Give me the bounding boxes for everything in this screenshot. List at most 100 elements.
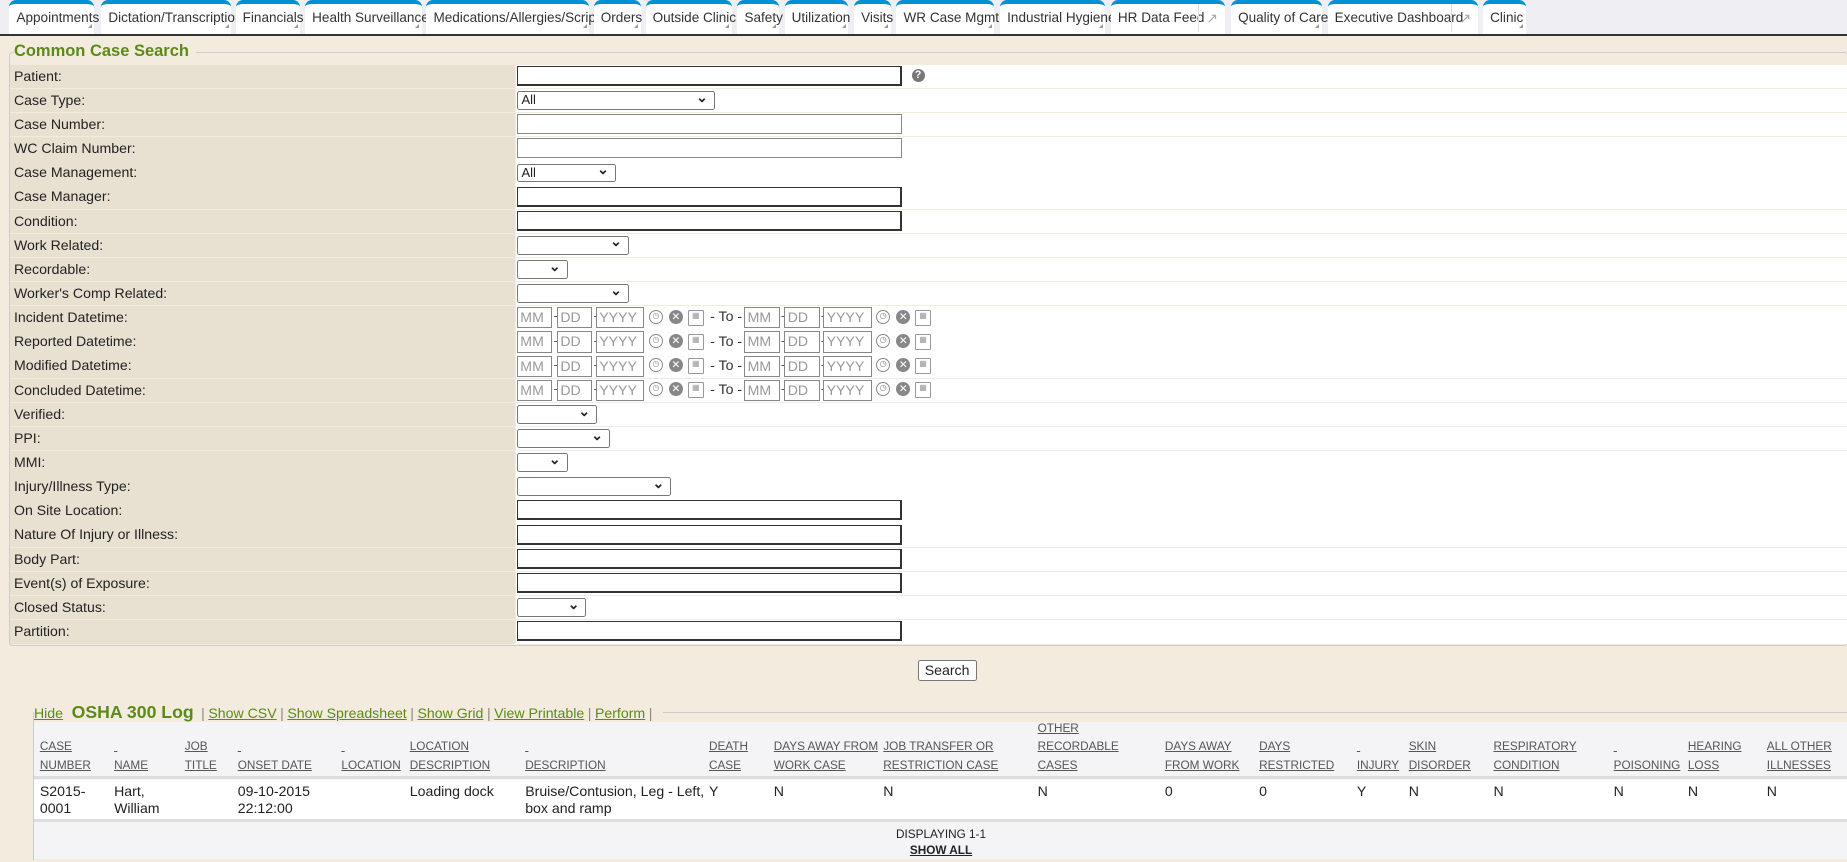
incident-datetime-to-yyyy-input[interactable]: YYYY (823, 307, 872, 329)
tab-clinic[interactable]: Clinic (1483, 0, 1526, 35)
reported-datetime-to-dd-input[interactable]: DD (784, 331, 820, 353)
verified-select[interactable]: ⌄ (516, 403, 598, 424)
clock-icon[interactable]: ◷ (876, 357, 891, 373)
tab-outside-clinic[interactable]: Outside Clinic (645, 0, 736, 35)
column-header[interactable]: OTHER RECORDABLE CASES (1038, 720, 1119, 777)
tab-quality-of-care[interactable]: Quality of Care (1231, 0, 1328, 35)
help-icon[interactable]: ? (911, 69, 925, 83)
column-header[interactable]: DAYS RESTRICTED (1259, 738, 1334, 776)
column-header[interactable]: JOB TITLE (185, 738, 217, 776)
incident-datetime-to-dd-input[interactable]: DD (784, 307, 820, 329)
clear-icon[interactable]: ✕ (896, 382, 911, 397)
column-header[interactable]: POISONING (1614, 738, 1681, 776)
case-management-select[interactable]: All ⌄ (516, 161, 616, 183)
worker-s-comp-related-select[interactable]: ⌄ (516, 282, 629, 304)
column-header[interactable]: DEATH CASE (709, 738, 748, 776)
calendar-icon[interactable]: ▦ (915, 382, 932, 399)
tab-hr-data-feed[interactable]: HR Data Feed ↗ (1110, 0, 1226, 35)
tab-safety[interactable]: Safety (737, 0, 783, 35)
clear-icon[interactable]: ✕ (668, 357, 684, 373)
injury-illness-type-select[interactable]: ⌄ (516, 475, 672, 497)
concluded-datetime-from-yyyy-input[interactable]: YYYY (595, 379, 645, 401)
calendar-icon[interactable]: ▦ (915, 333, 932, 350)
column-header[interactable]: DAYS AWAY FROM WORK CASE (774, 738, 878, 776)
modified-datetime-to-mm-input[interactable]: MM (744, 355, 780, 377)
closed-status-select[interactable]: ⌄ (516, 596, 587, 618)
tab-executive-dashboard[interactable]: Executive Dashboard ↗ (1327, 0, 1479, 35)
modified-datetime-from-dd-input[interactable]: DD (557, 355, 593, 377)
perform-link[interactable]: Perform (594, 704, 646, 721)
calendar-icon[interactable]: ▦ (687, 357, 704, 375)
tab-orders[interactable]: Orders (593, 0, 642, 35)
column-header[interactable]: LOCATION (341, 738, 400, 776)
show-csv-link[interactable]: Show CSV (208, 704, 277, 721)
calendar-icon[interactable]: ▦ (687, 382, 704, 399)
clock-icon[interactable]: ◷ (876, 309, 891, 324)
reported-datetime-from-dd-input[interactable]: DD (557, 331, 593, 353)
column-header[interactable]: LOCATION DESCRIPTION (410, 738, 490, 776)
tab-dictation-transcription[interactable]: Dictation/Transcription (101, 0, 242, 35)
clock-icon[interactable]: ◷ (648, 333, 664, 348)
show-all-link[interactable]: SHOW ALL (909, 844, 973, 858)
tab-financials[interactable]: Financials (235, 0, 304, 35)
clock-icon[interactable]: ◷ (648, 382, 664, 397)
reported-datetime-from-yyyy-input[interactable]: YYYY (595, 331, 645, 353)
clear-icon[interactable]: ✕ (668, 309, 684, 324)
show-spreadsheet-link[interactable]: Show Spreadsheet (287, 704, 407, 721)
clear-icon[interactable]: ✕ (896, 309, 911, 324)
tab-medications-allergies-scripts[interactable]: Medications/Allergies/Scripts (426, 0, 606, 35)
clock-icon[interactable]: ◷ (648, 309, 664, 324)
case-type-select[interactable]: All ⌄ (516, 89, 715, 110)
patient-input[interactable] (516, 65, 903, 86)
column-header[interactable]: ONSET DATE (238, 738, 312, 776)
work-related-select[interactable]: ⌄ (516, 233, 629, 255)
calendar-icon[interactable]: ▦ (915, 309, 932, 326)
concluded-datetime-to-mm-input[interactable]: MM (744, 379, 780, 401)
concluded-datetime-from-mm-input[interactable]: MM (516, 379, 553, 401)
clear-icon[interactable]: ✕ (668, 382, 684, 397)
tab-industrial-hygiene[interactable]: Industrial Hygiene (1000, 0, 1115, 35)
modified-datetime-to-yyyy-input[interactable]: YYYY (823, 355, 872, 377)
clear-icon[interactable]: ✕ (668, 333, 684, 348)
tab-utilization[interactable]: Utilization (784, 0, 850, 35)
incident-datetime-from-dd-input[interactable]: DD (557, 307, 593, 329)
clock-icon[interactable]: ◷ (876, 333, 891, 348)
tab-health-surveillance[interactable]: Health Surveillance (305, 0, 429, 35)
tab-visits[interactable]: Visits (854, 0, 893, 35)
show-grid-link[interactable]: Show Grid (417, 704, 484, 721)
clock-icon[interactable]: ◷ (876, 382, 891, 397)
modified-datetime-to-dd-input[interactable]: DD (784, 355, 820, 377)
clock-icon[interactable]: ◷ (648, 357, 664, 373)
modified-datetime-from-yyyy-input[interactable]: YYYY (595, 355, 645, 377)
clear-icon[interactable]: ✕ (896, 333, 911, 348)
column-header[interactable]: HEARING LOSS (1688, 738, 1742, 776)
concluded-datetime-to-dd-input[interactable]: DD (784, 379, 820, 401)
incident-datetime-to-mm-input[interactable]: MM (744, 307, 780, 329)
hide-link[interactable]: Hide (33, 704, 64, 721)
external-link-icon[interactable]: ↗ (1451, 4, 1478, 33)
calendar-icon[interactable]: ▦ (915, 357, 932, 375)
tab-appointments[interactable]: Appointments (9, 0, 99, 35)
calendar-icon[interactable]: ▦ (687, 309, 704, 326)
column-header[interactable]: INJURY (1357, 738, 1399, 776)
reported-datetime-from-mm-input[interactable]: MM (516, 331, 553, 353)
clear-icon[interactable]: ✕ (896, 357, 911, 373)
column-header[interactable]: NAME (114, 738, 148, 776)
view-printable-link[interactable]: View Printable (494, 704, 585, 721)
column-header[interactable]: SKIN DISORDER (1409, 738, 1471, 776)
column-header[interactable]: JOB TRANSFER OR RESTRICTION CASE (883, 738, 998, 776)
column-header[interactable]: RESPIRATORY CONDITION (1494, 738, 1577, 776)
column-header[interactable]: DAYS AWAY FROM WORK (1165, 738, 1240, 776)
search-button[interactable]: Search (917, 659, 977, 681)
nature-of-injury-or-illness-input[interactable] (516, 524, 903, 545)
event-s-of-exposure-input[interactable] (516, 572, 903, 593)
wc-claim-number-input[interactable] (516, 138, 903, 159)
reported-datetime-to-mm-input[interactable]: MM (744, 331, 780, 353)
column-header[interactable]: CASE NUMBER (40, 738, 91, 776)
recordable-select[interactable]: ⌄ (516, 258, 568, 279)
calendar-icon[interactable]: ▦ (687, 333, 704, 350)
mmi-select[interactable]: ⌄ (516, 451, 568, 473)
condition-input[interactable] (516, 210, 903, 231)
incident-datetime-from-mm-input[interactable]: MM (516, 307, 553, 329)
body-part-input[interactable] (516, 548, 903, 569)
